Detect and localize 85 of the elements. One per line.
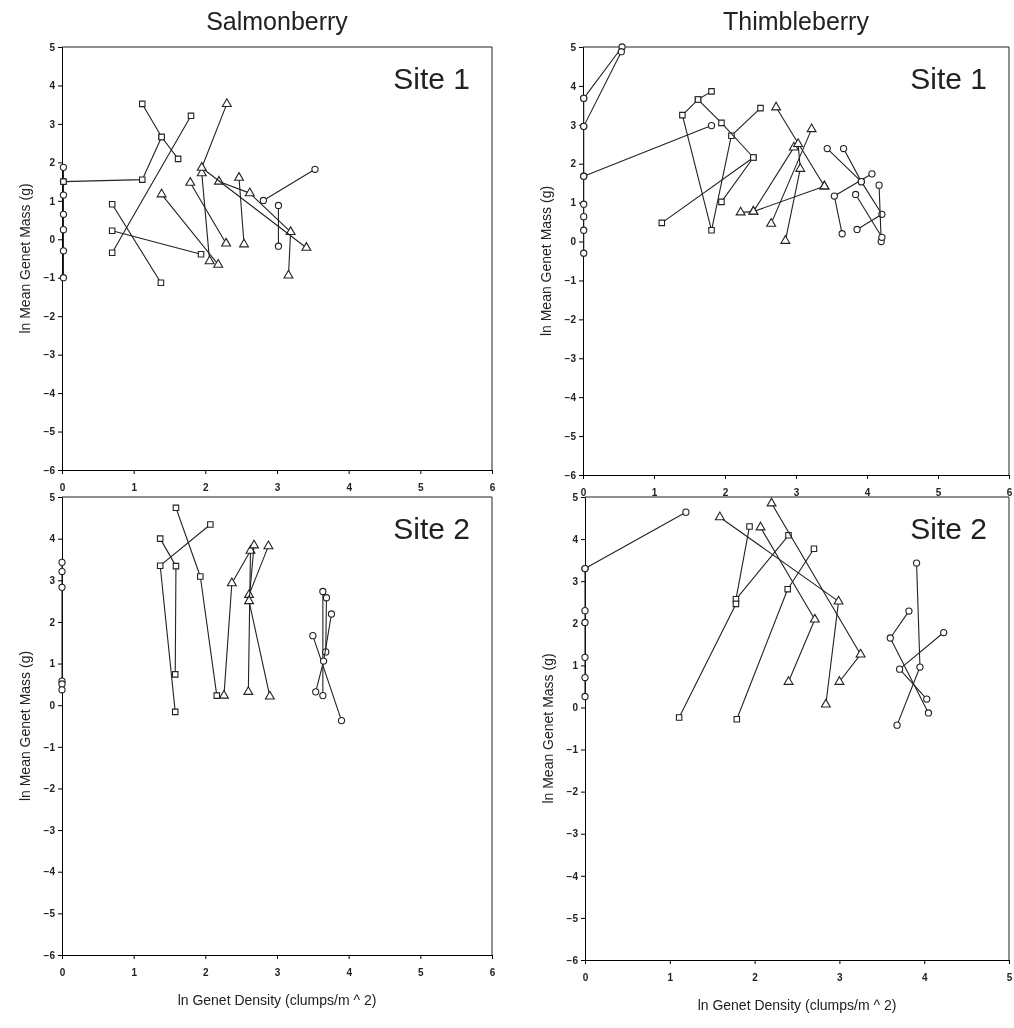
y-tick-label: 5 [49,41,56,53]
y-tick-label: 4 [570,80,577,92]
y-tick-label: 1 [49,658,56,670]
y-tick-label: 0 [570,236,577,248]
y-axis-title: ln Mean Genet Mass (g) [17,650,33,802]
y-tick-label: 0 [49,699,56,711]
x-tick-label: 0 [59,967,66,979]
y-tick-label: −1 [564,275,577,287]
y-tick-label: −3 [566,828,579,840]
y-tick-label: 3 [49,574,56,586]
y-tick-label: −6 [566,954,579,966]
y-tick-label: −1 [43,741,56,753]
x-tick-label: 1 [131,482,138,494]
y-tick-label: −6 [43,464,56,476]
x-tick-label: 4 [346,967,353,979]
y-axis-title: ln Mean Genet Mass (g) [540,653,556,804]
y-tick-label: 0 [572,702,579,714]
y-tick-label: −6 [564,469,577,481]
x-tick-label: 6 [489,967,496,979]
y-tick-label: −4 [566,870,579,882]
y-tick-label: −2 [566,786,579,798]
y-tick-label: 2 [572,617,579,629]
y-tick-label: 4 [49,80,56,92]
y-tick-label: −4 [43,866,56,878]
y-tick-label: −3 [43,824,56,836]
annotation: Site 2 [910,512,987,545]
x-tick-label: 3 [793,487,800,499]
annotation: Site 1 [393,62,470,95]
y-tick-label: 0 [49,233,56,245]
y-tick-label: 4 [49,533,56,545]
y-tick-label: 3 [572,575,579,587]
y-tick-label: −5 [43,426,56,438]
x-tick-label: 5 [418,482,425,494]
y-tick-label: 2 [49,616,56,628]
y-tick-label: 2 [570,158,577,170]
chart-title: Salmonberry [206,7,349,35]
chart-title: Thimbleberry [723,7,870,35]
y-tick-label: −5 [43,908,56,920]
y-tick-label: 1 [572,660,579,672]
y-tick-label: −5 [564,430,577,442]
x-tick-label: 0 [59,482,66,494]
x-tick-label: 1 [131,967,138,979]
y-tick-label: 4 [572,533,579,545]
y-tick-label: −1 [43,272,56,284]
x-tick-label: 0 [580,487,587,499]
y-tick-label: 1 [49,195,56,207]
x-tick-label: 2 [203,482,210,494]
y-tick-label: −5 [566,912,579,924]
x-axis-title: ln Genet Density (clumps/m ^ 2) [697,997,897,1013]
x-tick-label: 2 [722,487,729,499]
x-tick-label: 5 [1006,972,1013,984]
x-tick-label: 5 [418,967,425,979]
annotation: Site 2 [393,512,470,545]
y-tick-label: −2 [564,314,577,326]
y-axis-title: ln Mean Genet Mass (g) [538,185,554,337]
y-tick-label: −2 [43,310,56,322]
x-tick-label: 1 [667,972,674,984]
y-tick-label: −1 [566,744,579,756]
y-tick-label: −2 [43,783,56,795]
y-tick-label: −3 [564,352,577,364]
x-tick-label: 3 [837,972,844,984]
y-tick-label: −4 [43,387,56,399]
annotation: Site 1 [910,62,987,95]
x-tick-label: 3 [274,482,281,494]
x-tick-label: 6 [489,482,496,494]
y-tick-label: 3 [570,119,577,131]
y-tick-label: −4 [564,391,577,403]
x-tick-label: 4 [346,482,353,494]
x-tick-label: 4 [921,972,928,984]
x-tick-label: 5 [935,487,942,499]
x-tick-label: 3 [274,967,281,979]
y-tick-label: 1 [570,197,577,209]
x-tick-label: 2 [752,972,759,984]
x-tick-label: 2 [203,967,210,979]
x-tick-label: 4 [864,487,871,499]
x-tick-label: 1 [651,487,658,499]
x-tick-label: 6 [1006,487,1013,499]
x-axis-title: ln Genet Density (clumps/m ^ 2) [177,992,377,1008]
y-tick-label: 2 [49,157,56,169]
y-axis-title: ln Mean Genet Mass (g) [17,183,33,334]
y-tick-label: −3 [43,349,56,361]
y-tick-label: −6 [43,949,56,961]
y-tick-label: 5 [570,41,577,53]
y-tick-label: 3 [49,118,56,130]
x-tick-label: 0 [582,972,589,984]
